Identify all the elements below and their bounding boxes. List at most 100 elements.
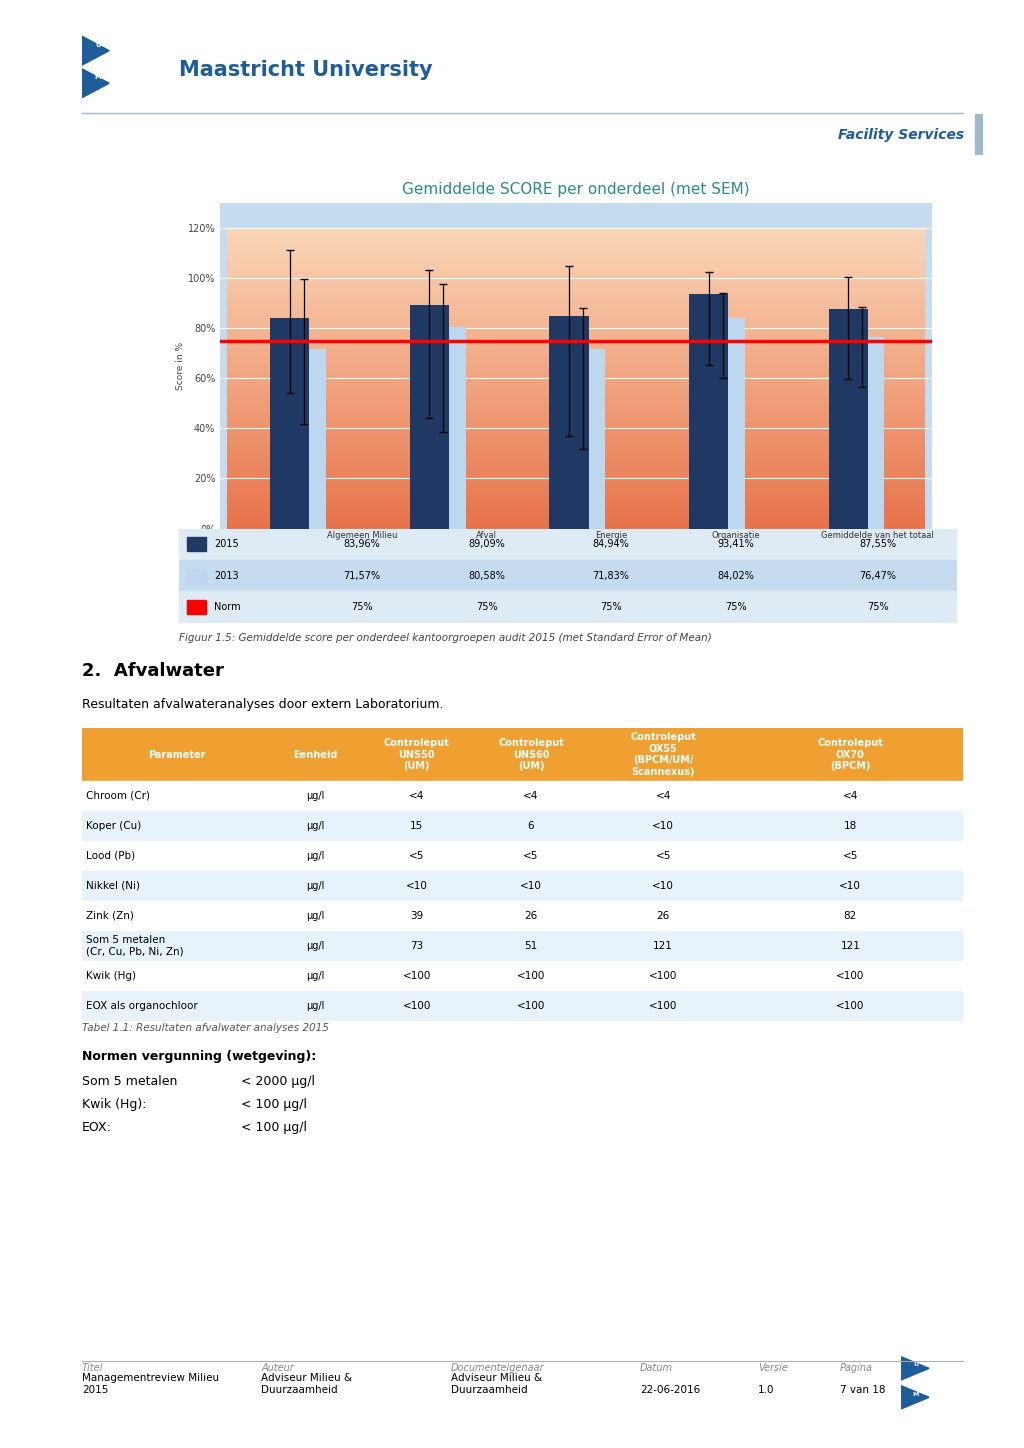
Text: Energie: Energie xyxy=(595,531,628,540)
Text: 75%: 75% xyxy=(600,602,622,613)
Bar xyxy=(187,599,207,614)
Text: Eenheid: Eenheid xyxy=(293,750,338,760)
Bar xyxy=(474,780,588,811)
Text: Controleput
UNS50
(UM): Controleput UNS50 (UM) xyxy=(384,738,450,772)
Text: 39: 39 xyxy=(410,911,423,921)
Bar xyxy=(271,931,359,961)
Bar xyxy=(828,308,867,529)
Bar xyxy=(359,811,474,841)
Text: 26: 26 xyxy=(524,911,538,921)
Text: μg/l: μg/l xyxy=(306,880,325,891)
Y-axis label: Score in %: Score in % xyxy=(176,342,185,390)
Text: Resultaten afvalwateranalyses door extern Laboratorium.: Resultaten afvalwateranalyses door exter… xyxy=(82,698,443,711)
Text: M: M xyxy=(912,1392,919,1397)
Text: Zink (Zn): Zink (Zn) xyxy=(86,911,134,921)
Bar xyxy=(270,319,309,529)
Text: <4: <4 xyxy=(843,791,858,801)
Bar xyxy=(359,728,474,780)
Text: <10: <10 xyxy=(406,880,427,891)
Text: μg/l: μg/l xyxy=(306,1001,325,1011)
Bar xyxy=(588,811,738,841)
Text: 2015: 2015 xyxy=(214,539,239,549)
Bar xyxy=(588,901,738,931)
Text: <5: <5 xyxy=(843,851,858,862)
Text: μg/l: μg/l xyxy=(306,821,325,831)
Text: Gemiddelde van het totaal: Gemiddelde van het totaal xyxy=(821,531,934,540)
Text: μg/l: μg/l xyxy=(306,941,325,951)
Bar xyxy=(474,811,588,841)
Bar xyxy=(474,841,588,870)
Text: Som 5 metalen: Som 5 metalen xyxy=(82,1074,177,1087)
Text: Auteur: Auteur xyxy=(261,1363,294,1373)
Bar xyxy=(359,931,474,961)
Text: <100: <100 xyxy=(517,970,545,980)
Text: Chroom (Cr): Chroom (Cr) xyxy=(86,791,151,801)
Text: 75%: 75% xyxy=(351,602,373,613)
Bar xyxy=(738,811,963,841)
Text: <5: <5 xyxy=(655,851,671,862)
Text: 93,41%: 93,41% xyxy=(717,539,754,549)
Text: Algemeen Milieu: Algemeen Milieu xyxy=(327,531,397,540)
Text: 51: 51 xyxy=(524,941,538,951)
Bar xyxy=(738,901,963,931)
Text: 121: 121 xyxy=(653,941,673,951)
Text: 6: 6 xyxy=(527,821,535,831)
Bar xyxy=(550,316,589,529)
Bar xyxy=(474,728,588,780)
Bar xyxy=(271,780,359,811)
Bar xyxy=(474,931,588,961)
Text: Figuur 1.5: Gemiddelde score per onderdeel kantoorgroepen audit 2015 (met Standa: Figuur 1.5: Gemiddelde score per onderde… xyxy=(179,633,712,643)
Text: 15: 15 xyxy=(410,821,423,831)
Bar xyxy=(82,961,271,990)
Bar xyxy=(588,780,738,811)
Polygon shape xyxy=(901,1386,929,1409)
Text: <100: <100 xyxy=(402,970,431,980)
Bar xyxy=(187,569,207,582)
Text: μg/l: μg/l xyxy=(306,911,325,921)
Bar xyxy=(738,990,963,1021)
Text: μg/l: μg/l xyxy=(306,970,325,980)
Text: μg/l: μg/l xyxy=(306,851,325,862)
Text: < 100 μg/l: < 100 μg/l xyxy=(241,1121,306,1134)
Text: 82: 82 xyxy=(844,911,857,921)
Bar xyxy=(738,870,963,901)
Text: M: M xyxy=(94,74,101,81)
Text: Normen vergunning (wetgeving):: Normen vergunning (wetgeving): xyxy=(82,1050,316,1063)
Text: <4: <4 xyxy=(523,791,539,801)
Text: <10: <10 xyxy=(652,821,674,831)
Bar xyxy=(179,591,957,623)
Text: Datum: Datum xyxy=(640,1363,673,1373)
Bar xyxy=(359,841,474,870)
Bar xyxy=(588,841,738,870)
Text: Managementreview Milieu
2015: Managementreview Milieu 2015 xyxy=(82,1373,219,1394)
Text: <100: <100 xyxy=(402,1001,431,1011)
Text: 1.0: 1.0 xyxy=(758,1384,774,1394)
Text: Lood (Pb): Lood (Pb) xyxy=(86,851,135,862)
Text: 83,96%: 83,96% xyxy=(344,539,381,549)
Bar xyxy=(359,990,474,1021)
Text: μg/l: μg/l xyxy=(306,791,325,801)
Bar xyxy=(588,728,738,780)
Text: 2013: 2013 xyxy=(214,571,239,581)
Bar xyxy=(738,728,963,780)
Text: Controleput
OX70
(BPCM): Controleput OX70 (BPCM) xyxy=(817,738,884,772)
Text: 26: 26 xyxy=(656,911,670,921)
Text: Organisatie: Organisatie xyxy=(712,531,760,540)
Text: Documenteigenaar: Documenteigenaar xyxy=(451,1363,544,1373)
Text: <5: <5 xyxy=(409,851,424,862)
Text: <100: <100 xyxy=(836,1001,864,1011)
Bar xyxy=(474,990,588,1021)
Bar xyxy=(359,870,474,901)
Bar xyxy=(82,931,271,961)
Text: 71,57%: 71,57% xyxy=(343,571,381,581)
Text: 22-06-2016: 22-06-2016 xyxy=(640,1384,700,1394)
Bar xyxy=(840,337,885,529)
Text: Versie: Versie xyxy=(758,1363,787,1373)
Polygon shape xyxy=(901,1357,929,1380)
Polygon shape xyxy=(82,36,110,65)
Text: 76,47%: 76,47% xyxy=(859,571,896,581)
Bar xyxy=(82,901,271,931)
Bar xyxy=(474,870,588,901)
Text: <10: <10 xyxy=(520,880,542,891)
Bar xyxy=(588,870,738,901)
